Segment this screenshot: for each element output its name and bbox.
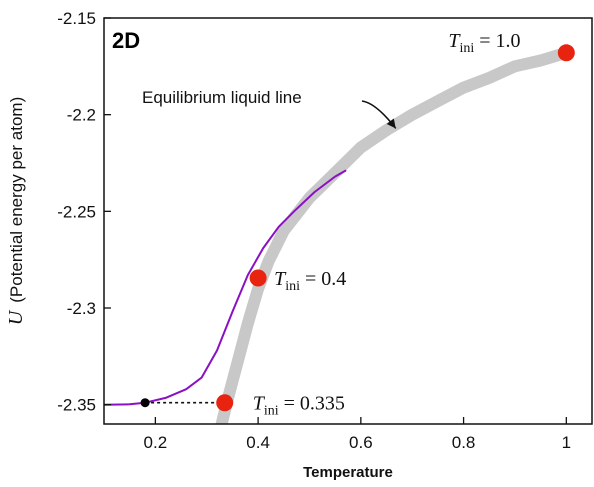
plot-frame [103,17,593,425]
annotation-sub: ini [264,404,279,419]
annotation-var: T [253,393,266,415]
y-tick-label: -2.3 [67,299,96,318]
annotation-tini-1: Tini = 1.0 [448,30,520,56]
y-tick-label: -2.35 [57,396,96,415]
y-axis-label: U (Potential energy per atom) [5,97,27,325]
x-axis-label: Temperature [303,464,393,481]
annotation-var: T [274,268,287,290]
x-tick-label: 1 [562,433,571,452]
y-tick-label: -2.25 [57,202,96,221]
panel-label: 2D [112,28,140,53]
annotation-tini-0-335: Tini = 0.335 [253,393,345,419]
annotation-var: T [448,30,461,52]
marker-layer [140,44,575,412]
y-tick-label: -2.15 [57,9,96,28]
annotation-sub: ini [285,279,300,294]
x-tick-label: 0.6 [349,433,373,452]
x-tick-label: 0.2 [144,433,168,452]
annotation-tini-0-4: Tini = 0.4 [274,268,346,294]
tini-marker [249,269,267,287]
curve-label-arrowhead [386,118,396,129]
y-tick-label: -2.2 [67,106,96,125]
x-tick-label: 0.4 [246,433,270,452]
annotation-sub: ini [459,41,474,56]
tini-marker [557,44,575,62]
x-tick-label: 0.8 [452,433,476,452]
y-axis-label-text: (Potential energy per atom) [7,97,26,303]
series-purple-thin [104,169,347,406]
annotation-value: = 0.335 [279,393,345,415]
end-point-marker [140,398,150,408]
curve-label: Equilibrium liquid line [142,88,302,107]
tini-marker [216,394,234,412]
y-axis-symbol: U [5,309,27,325]
series-layer [104,46,573,424]
annotation-value: = 1.0 [474,30,520,52]
annotation-value: = 0.4 [300,268,346,290]
series-thick-gray [215,46,573,424]
tick-layer: 0.2 0.4 0.6 0.8 1 -2.15 -2.2 -2.25 -2.3 -2.35 [57,9,571,452]
